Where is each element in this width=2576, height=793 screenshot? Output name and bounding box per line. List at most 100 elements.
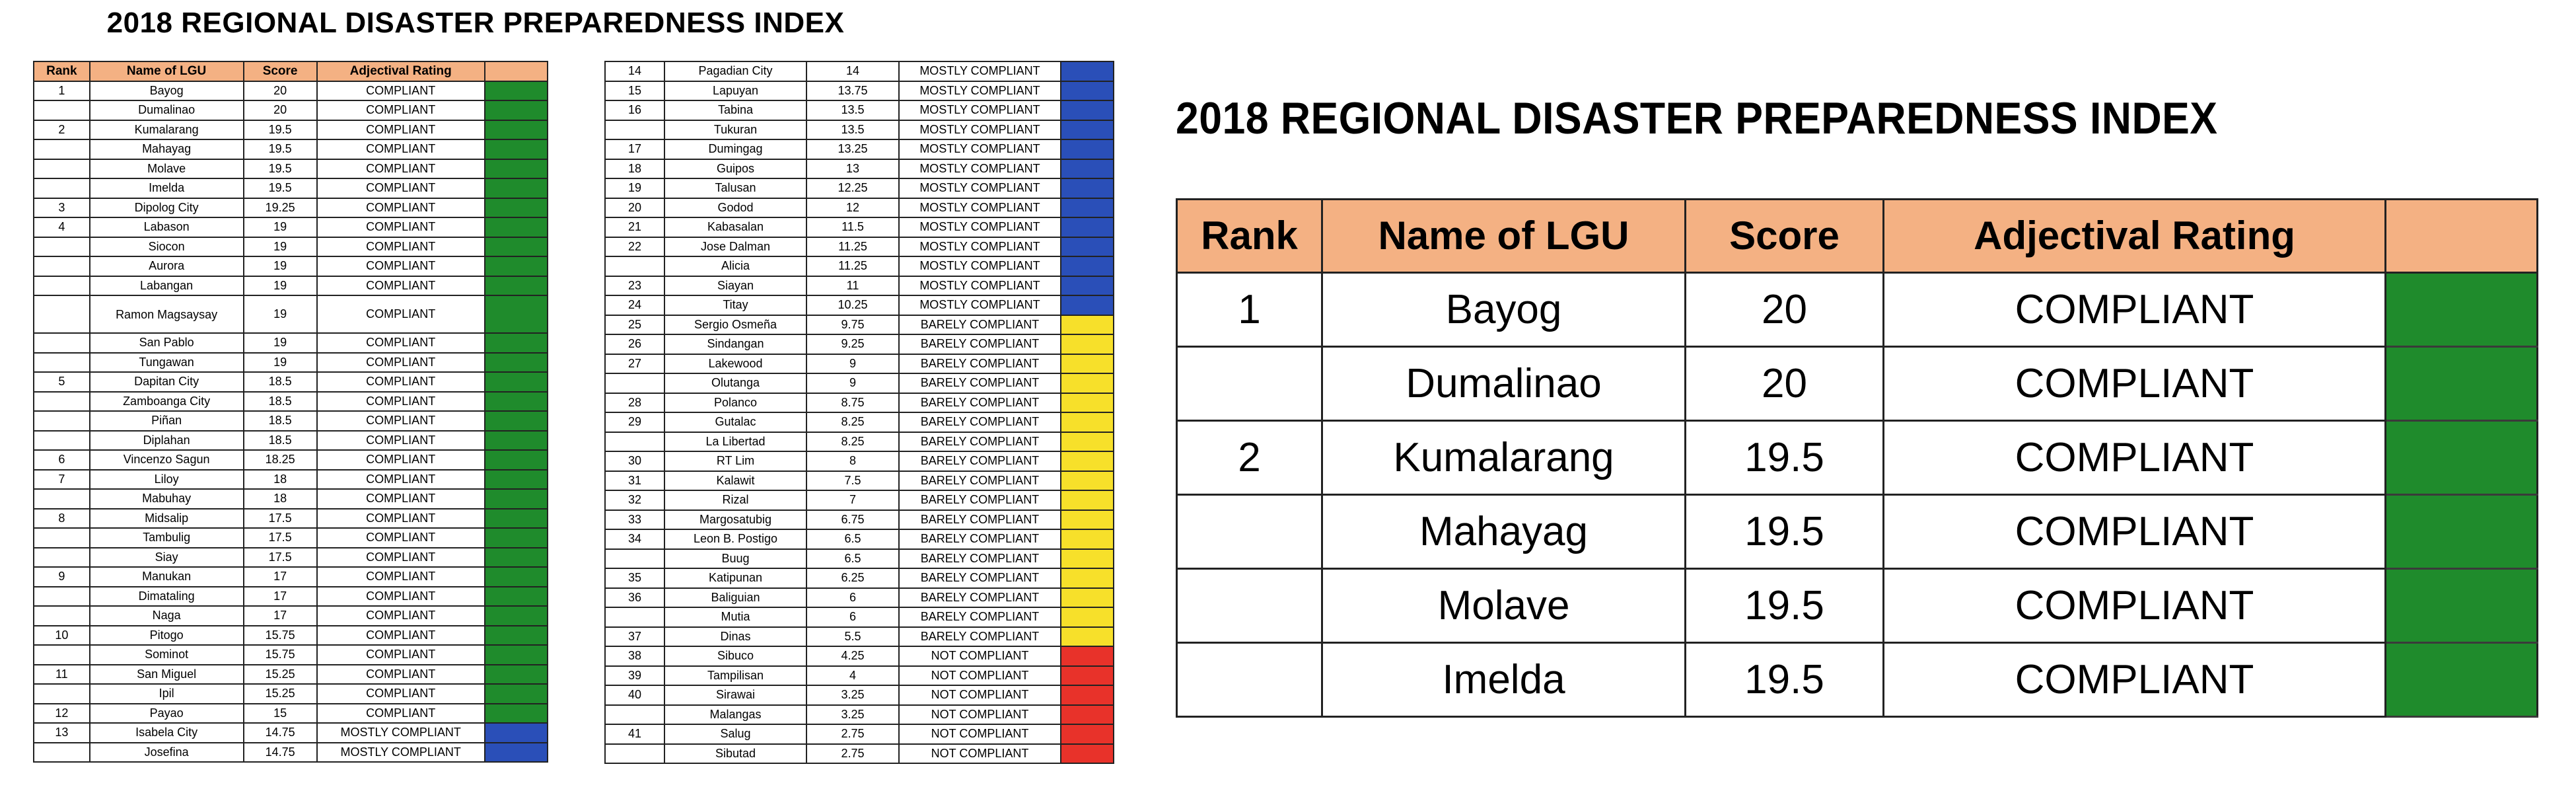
score-cell: 20 <box>242 80 318 101</box>
table-row: 41 Salug 2.75 NOT COMPLIANT <box>604 724 1114 745</box>
lgu-name-cell: Josefina <box>89 741 244 763</box>
rating-cell: MOSTLY COMPLIANT <box>898 178 1061 199</box>
table-row: La Libertad 8.25 BARELY COMPLIANT <box>604 431 1114 452</box>
lgu-name-cell: Manukan <box>89 566 244 587</box>
rating-color-swatch <box>483 352 549 373</box>
table-row: 30 RT Lim 8 BARELY COMPLIANT <box>604 451 1114 472</box>
score-cell: 8.25 <box>806 412 900 433</box>
rank-cell: 2 <box>33 119 90 140</box>
rating-cell: COMPLIANT <box>316 585 485 607</box>
rating-color-swatch <box>1060 158 1114 179</box>
rating-cell: MOSTLY COMPLIANT <box>898 295 1061 316</box>
rating-color-swatch <box>483 547 549 568</box>
rating-color-swatch <box>1060 412 1114 433</box>
rating-cell: BARELY COMPLIANT <box>898 587 1061 608</box>
rating-color-swatch <box>483 508 549 529</box>
rank-cell: 39 <box>604 665 665 686</box>
rating-cell: COMPLIANT <box>316 236 485 257</box>
lgu-name-cell: Gutalac <box>664 412 807 433</box>
rating-color-swatch <box>2384 568 2538 644</box>
zoom-header-score: Score <box>1684 198 1884 274</box>
rating-color-swatch <box>1060 548 1114 569</box>
lgu-name-cell: Sibutad <box>664 743 807 764</box>
rating-color-swatch <box>2384 346 2538 422</box>
score-cell: 19 <box>242 332 318 354</box>
rank-cell <box>33 139 90 160</box>
score-cell: 18 <box>242 488 318 510</box>
table-row: 40 Sirawai 3.25 NOT COMPLIANT <box>604 685 1114 706</box>
table-row: Dumalinao 20 COMPLIANT <box>1176 346 2538 422</box>
table-row: 39 Tampilisan 4 NOT COMPLIANT <box>604 665 1114 686</box>
lgu-name-cell: Tabina <box>664 100 807 121</box>
lgu-name-cell: Tukuran <box>664 119 807 140</box>
zoom-header-rank: Rank <box>1176 198 1323 274</box>
rank-cell: 5 <box>33 371 90 393</box>
lgu-name-cell: Bayog <box>89 80 244 101</box>
rank-cell <box>604 119 665 140</box>
lgu-name-cell: Imelda <box>89 178 244 199</box>
table-row: 8 Midsalip 17.5 COMPLIANT <box>33 508 549 529</box>
score-cell: 19.5 <box>1684 568 1884 644</box>
score-cell: 15.75 <box>242 644 318 665</box>
table-row: San Pablo 19 COMPLIANT <box>33 332 549 354</box>
rank-cell: 13 <box>33 722 90 743</box>
lgu-name-cell: Mabuhay <box>89 488 244 510</box>
rating-cell: COMPLIANT <box>316 158 485 179</box>
rating-color-swatch <box>483 158 549 179</box>
lgu-name-cell: Jose Dalman <box>664 236 807 257</box>
rating-cell: BARELY COMPLIANT <box>898 431 1061 452</box>
rating-cell: COMPLIANT <box>316 119 485 140</box>
rank-cell <box>1176 494 1323 570</box>
score-cell: 3.25 <box>806 704 900 725</box>
index-table-part-1: Rank Name of LGU Score Adjectival Rating… <box>33 61 549 763</box>
rank-cell: 35 <box>604 568 665 589</box>
table-row: Imelda 19.5 COMPLIANT <box>1176 642 2538 718</box>
rank-cell: 29 <box>604 412 665 433</box>
rating-cell: BARELY COMPLIANT <box>898 568 1061 589</box>
rank-cell <box>604 548 665 569</box>
table-row: 3 Dipolog City 19.25 COMPLIANT <box>33 197 549 218</box>
lgu-name-cell: Dipolog City <box>89 197 244 218</box>
rank-cell <box>604 607 665 628</box>
rating-color-swatch <box>483 80 549 101</box>
score-cell: 19.5 <box>242 119 318 140</box>
rating-cell: MOSTLY COMPLIANT <box>898 100 1061 121</box>
table-row: Ipil 15.25 COMPLIANT <box>33 683 549 704</box>
table-row: 17 Dumingag 13.25 MOSTLY COMPLIANT <box>604 139 1114 160</box>
score-cell: 6 <box>806 607 900 628</box>
rating-color-swatch <box>1060 314 1114 335</box>
rating-color-swatch <box>1060 451 1114 472</box>
rating-color-swatch <box>483 741 549 763</box>
score-cell: 14.75 <box>242 741 318 763</box>
lgu-name-cell: Katipunan <box>664 568 807 589</box>
score-cell: 7 <box>806 490 900 511</box>
lgu-name-cell: Kumalarang <box>89 119 244 140</box>
rating-cell: COMPLIANT <box>316 410 485 432</box>
table-row: 1 Bayog 20 COMPLIANT <box>1176 272 2538 348</box>
score-cell: 19.5 <box>242 158 318 179</box>
lgu-name-cell: La Libertad <box>664 431 807 452</box>
table-row: 5 Dapitan City 18.5 COMPLIANT <box>33 371 549 393</box>
score-cell: 19.5 <box>242 178 318 199</box>
score-cell: 5.5 <box>806 626 900 647</box>
table-row: Siocon 19 COMPLIANT <box>33 236 549 257</box>
rating-cell: MOSTLY COMPLIANT <box>898 158 1061 179</box>
score-cell: 11.5 <box>806 217 900 238</box>
rank-cell: 16 <box>604 100 665 121</box>
rating-color-swatch <box>2384 420 2538 496</box>
score-cell: 12.25 <box>806 178 900 199</box>
rating-cell: COMPLIANT <box>316 702 485 724</box>
table-row: Mahayag 19.5 COMPLIANT <box>33 139 549 160</box>
lgu-name-cell: Isabela City <box>89 722 244 743</box>
table-row: 20 Godod 12 MOSTLY COMPLIANT <box>604 197 1114 218</box>
score-cell: 20 <box>1684 272 1884 348</box>
table-row: Mabuhay 18 COMPLIANT <box>33 488 549 510</box>
rating-cell: COMPLIANT <box>1882 642 2386 718</box>
lgu-name-cell: Pitogo <box>89 624 244 646</box>
rating-cell: COMPLIANT <box>316 508 485 529</box>
table-row: Dimataling 17 COMPLIANT <box>33 585 549 607</box>
score-cell: 9 <box>806 353 900 374</box>
score-cell: 17.5 <box>242 547 318 568</box>
score-cell: 9.75 <box>806 314 900 335</box>
rating-cell: BARELY COMPLIANT <box>898 626 1061 647</box>
